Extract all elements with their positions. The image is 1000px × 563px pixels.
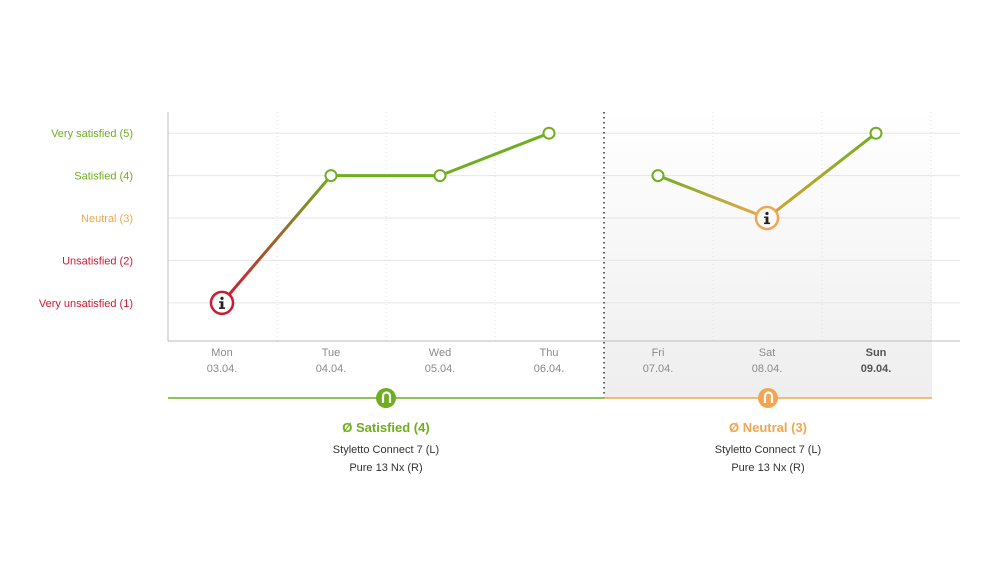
device-right-label: Pure 13 Nx (R) <box>731 462 805 474</box>
x-tick-day: Sun <box>866 347 887 359</box>
week-average-label: Ø Neutral (3) <box>728 420 807 435</box>
data-point <box>324 169 338 183</box>
x-tick-date: 07.04. <box>643 363 674 375</box>
week-summary-2: Ø Neutral (3) Styletto Connect 7 (L) Pur… <box>618 420 918 477</box>
device-right-label: Pure 13 Nx (R) <box>349 462 423 474</box>
x-tick-date: 06.04. <box>534 363 565 375</box>
y-tick-label: Satisfied (4) <box>74 171 133 183</box>
series-line-segment <box>438 131 551 178</box>
x-tick-day: Fri <box>652 347 665 359</box>
data-point <box>433 169 447 183</box>
series-line-segment <box>220 174 333 305</box>
week-summary-1: Ø Satisfied (4) Styletto Connect 7 (L) P… <box>236 420 536 477</box>
week-2-knob <box>758 388 778 408</box>
device-left-label: Styletto Connect 7 (L) <box>332 444 440 456</box>
series-line-segment <box>656 174 769 220</box>
data-point <box>542 126 556 140</box>
data-point <box>869 126 883 140</box>
series-line-segment <box>765 131 878 220</box>
x-tick-day: Tue <box>322 347 341 359</box>
device-left-label: Styletto Connect 7 (L) <box>714 444 822 456</box>
x-tick-date: 09.04. <box>861 363 892 375</box>
ear-icon <box>381 391 392 403</box>
data-point <box>651 169 665 183</box>
x-tick-day: Mon <box>211 347 232 359</box>
ear-icon <box>763 391 774 403</box>
x-tick-day: Sat <box>759 347 776 359</box>
week-1-knob <box>376 388 396 408</box>
y-tick-label: Unsatisfied (2) <box>62 255 133 267</box>
x-tick-date: 05.04. <box>425 363 456 375</box>
x-tick-date: 03.04. <box>207 363 238 375</box>
weekend-shading <box>604 112 932 398</box>
info-icon <box>764 211 770 225</box>
y-tick-label: Very satisfied (5) <box>51 128 133 140</box>
info-icon <box>219 296 225 309</box>
x-tick-date: 04.04. <box>316 363 347 375</box>
x-tick-day: Thu <box>540 347 559 359</box>
y-tick-label: Very unsatisfied (1) <box>39 298 133 310</box>
x-tick-day: Wed <box>429 347 451 359</box>
x-tick-date: 08.04. <box>752 363 783 375</box>
y-tick-label: Neutral (3) <box>81 213 133 225</box>
week-average-label: Ø Satisfied (4) <box>342 420 430 435</box>
